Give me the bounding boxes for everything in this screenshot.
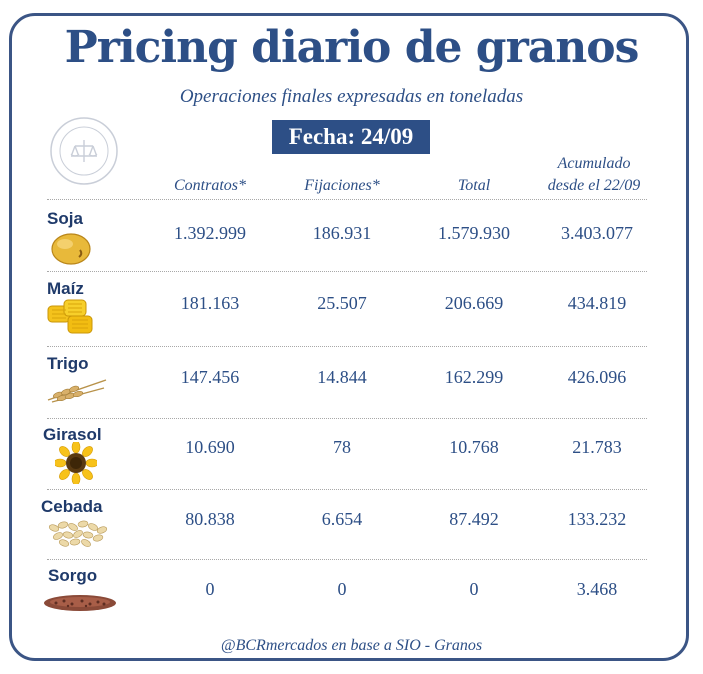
crop-label: Girasol (43, 425, 102, 444)
header-total: Total (457, 177, 491, 194)
cell-contratos: 10.690 (185, 437, 235, 457)
crop-label: Cebada (41, 497, 103, 516)
header-acumulado-line1: Acumulado (557, 155, 631, 172)
cell-total: 162.299 (444, 367, 504, 387)
cell-fijaciones: 25.507 (317, 293, 367, 313)
cell-acumulado: 21.783 (572, 437, 622, 457)
cell-acumulado: 133.232 (567, 509, 627, 529)
cell-total: 206.669 (444, 293, 504, 313)
cell-fijaciones: 0 (337, 579, 347, 599)
cell-total: 10.768 (449, 437, 499, 457)
row-divider (47, 271, 647, 272)
crop-label: Trigo (47, 354, 89, 373)
header-fijaciones: Fijaciones* (304, 177, 380, 194)
wheat-icon (47, 379, 107, 403)
cell-contratos: 80.838 (185, 509, 235, 529)
cell-contratos: 0 (205, 579, 215, 599)
row-divider (47, 559, 647, 560)
sorghum-icon (44, 595, 116, 611)
page-subtitle: Operaciones finales expresadas en tonela… (179, 86, 524, 107)
cell-contratos: 147.456 (180, 367, 240, 387)
barley-icon (48, 520, 108, 547)
cell-acumulado: 426.096 (567, 367, 627, 387)
cell-total: 0 (469, 579, 479, 599)
source-footer: @BCRmercados en base a SIO - Granos (220, 637, 483, 654)
date-badge: Fecha: 24/09 (272, 120, 430, 154)
cell-total: 87.492 (449, 509, 499, 529)
row-divider (47, 199, 647, 200)
row-divider (47, 346, 647, 347)
cell-fijaciones: 78 (333, 437, 351, 457)
cell-acumulado: 434.819 (567, 293, 627, 313)
row-divider (47, 489, 647, 490)
cell-fijaciones: 6.654 (321, 509, 363, 529)
cell-contratos: 181.163 (180, 293, 240, 313)
cell-acumulado: 3.403.077 (561, 223, 633, 243)
sunflower-icon (55, 442, 97, 484)
cell-fijaciones: 14.844 (317, 367, 367, 387)
card-frame (9, 13, 689, 661)
row-divider (47, 418, 647, 419)
header-acumulado-line2: desde el 22/09 (547, 177, 641, 194)
corn-icon (47, 299, 93, 334)
cell-fijaciones: 186.931 (312, 223, 372, 243)
crop-label: Sorgo (48, 566, 98, 585)
cell-total: 1.579.930 (438, 223, 510, 243)
soybean-icon (51, 233, 91, 265)
cell-acumulado: 3.468 (576, 579, 618, 599)
cell-contratos: 1.392.999 (174, 223, 246, 243)
header-contratos: Contratos* (173, 177, 246, 194)
crop-label: Soja (47, 209, 83, 228)
crop-label: Maíz (47, 279, 84, 298)
bolsa-seal-icon (50, 117, 118, 185)
page-title: Pricing diario de granos (64, 22, 640, 73)
